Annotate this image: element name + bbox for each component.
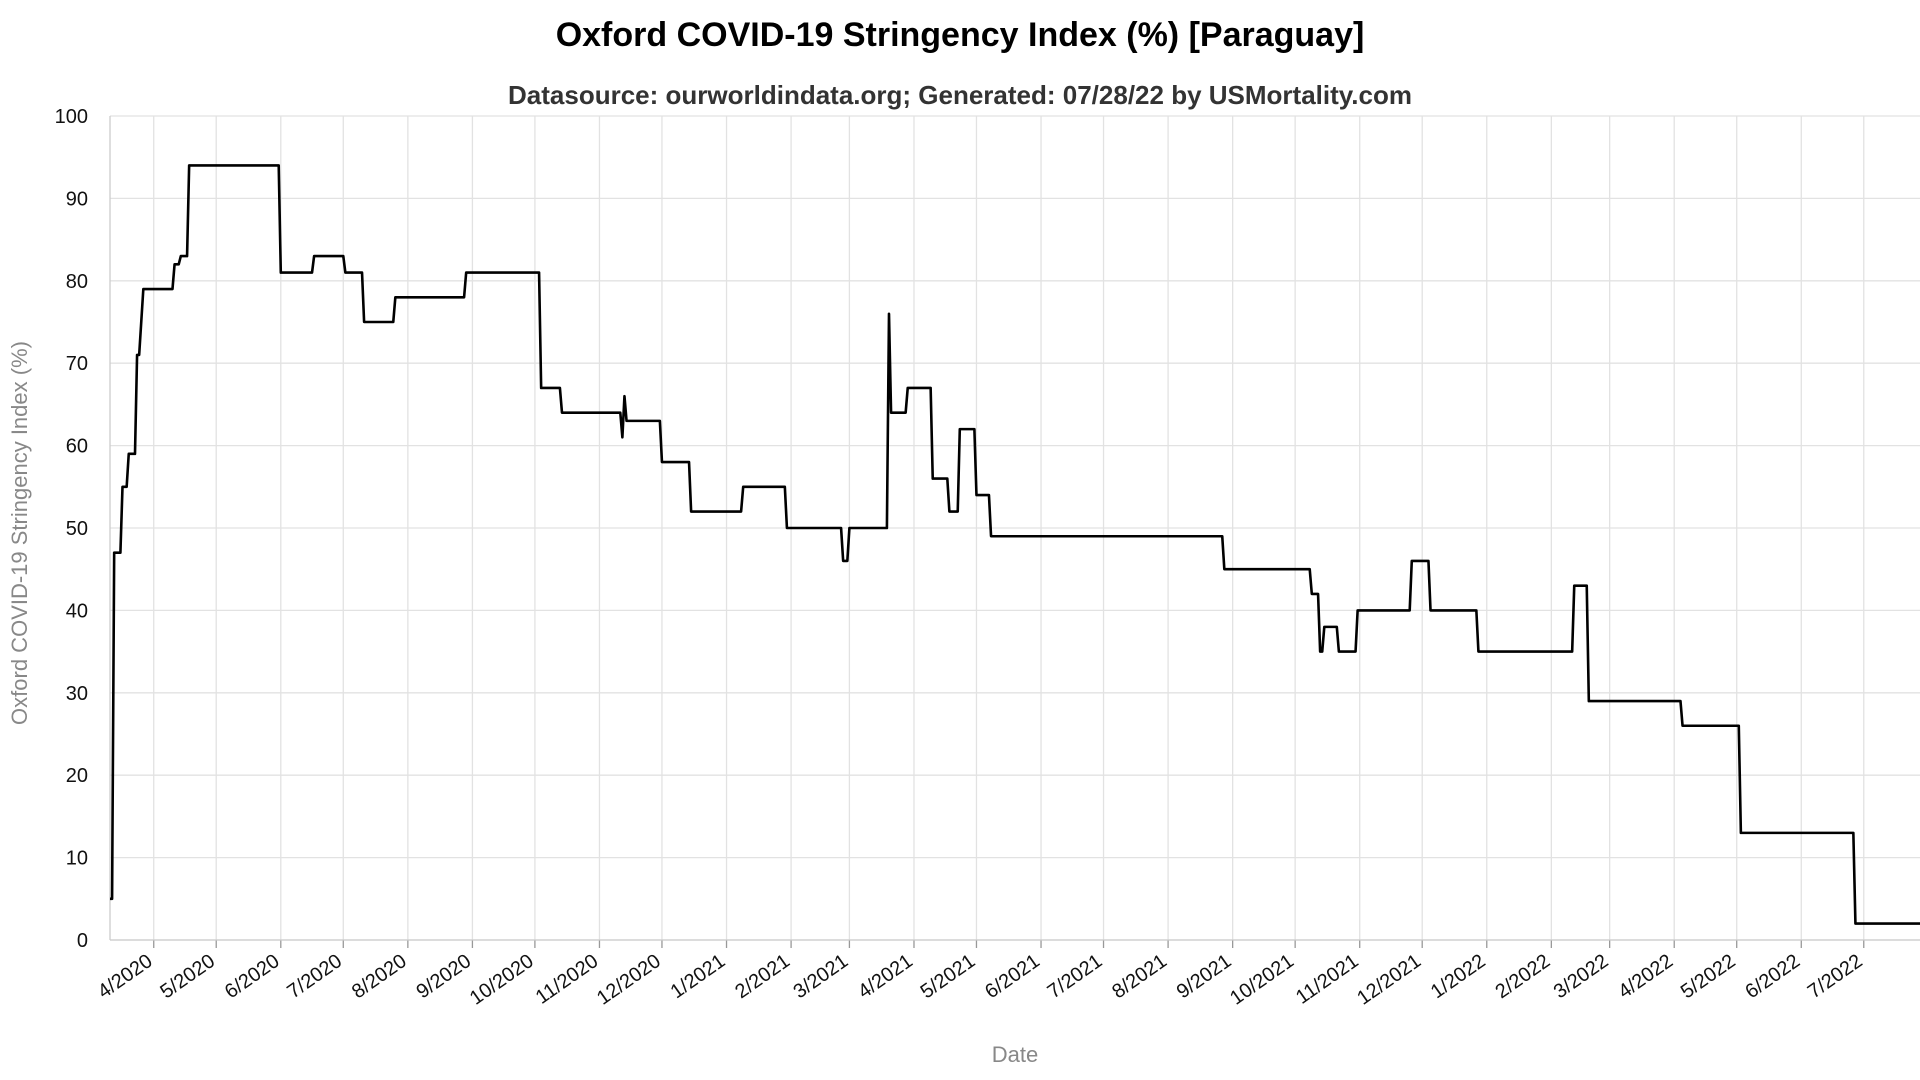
axes (109, 116, 1920, 948)
gridlines (110, 115, 1920, 941)
x-tick-label: 7/2022 (1804, 950, 1867, 1003)
chart-title: Oxford COVID-19 Stringency Index (%) [Pa… (555, 16, 1365, 54)
series-layer (110, 164, 1920, 925)
x-tick-label: 8/2021 (1108, 950, 1171, 1003)
x-tick-label: 12/2021 (1353, 950, 1425, 1009)
y-tick-label: 100 (55, 106, 88, 128)
x-tick-label: 8/2020 (348, 950, 411, 1003)
x-tick-label: 3/2022 (1550, 950, 1613, 1003)
x-tick-label: 3/2021 (790, 950, 853, 1003)
y-tick-label: 20 (66, 765, 88, 787)
x-tick-label: 10/2020 (466, 950, 538, 1009)
x-tick-label: 12/2020 (593, 950, 665, 1009)
chart-subtitle: Datasource: ourworldindata.org; Generate… (508, 80, 1412, 110)
x-tick-label: 6/2022 (1741, 950, 1804, 1003)
y-axis-label: Oxford COVID-19 Stringency Index (%) (7, 341, 32, 725)
x-tick-label: 1/2022 (1427, 950, 1490, 1003)
y-tick-label: 80 (66, 271, 88, 293)
x-tick-label: 4/2020 (94, 950, 157, 1003)
x-axis-label: Date (992, 1042, 1038, 1067)
series-line (110, 164, 1920, 925)
y-tick-label: 10 (66, 848, 88, 870)
x-tick-label: 9/2020 (413, 950, 476, 1003)
x-tick-label: 5/2020 (156, 950, 219, 1003)
x-tick-label: 5/2022 (1677, 950, 1740, 1003)
x-tick-label: 6/2021 (981, 950, 1044, 1003)
y-tick-label: 50 (66, 518, 88, 540)
x-tick-label: 10/2021 (1226, 950, 1298, 1009)
x-tick-label: 11/2020 (532, 950, 603, 1009)
y-tick-label: 30 (66, 683, 88, 705)
x-tick-label: 5/2021 (917, 950, 980, 1003)
x-tick-label: 9/2021 (1173, 950, 1236, 1003)
tick-labels: 0 10 20 30 40 50 60 70 80 90 100 4/2020 5/2020 6/2020… (55, 106, 1867, 1010)
x-tick-label: 7/2020 (283, 950, 346, 1003)
y-tick-label: 90 (66, 188, 88, 210)
x-tick-label: 4/2021 (854, 950, 917, 1003)
x-tick-label: 2/2022 (1491, 950, 1554, 1003)
y-tick-label: 0 (77, 930, 88, 952)
y-tick-label: 60 (66, 436, 88, 458)
y-tick-label: 40 (66, 600, 88, 622)
x-tick-label: 7/2021 (1044, 950, 1107, 1003)
x-tick-label: 6/2020 (221, 950, 284, 1003)
x-tick-label: 11/2021 (1292, 950, 1363, 1009)
y-tick-label: 70 (66, 353, 88, 375)
x-tick-label: 1/2021 (667, 950, 730, 1003)
x-tick-label: 2/2021 (731, 950, 794, 1003)
x-tick-label: 4/2022 (1614, 950, 1677, 1003)
